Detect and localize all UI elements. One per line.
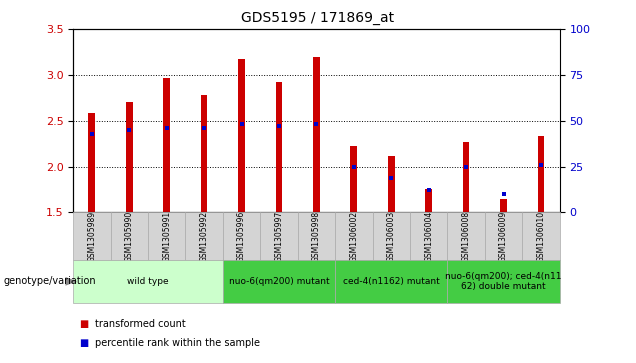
Text: GSM1305996: GSM1305996	[237, 210, 246, 262]
Bar	[238, 59, 245, 212]
Text: GSM1306009: GSM1306009	[499, 210, 508, 262]
Bar	[485, 212, 522, 260]
Bar	[201, 95, 207, 212]
Bar	[537, 136, 544, 212]
Text: GSM1306010: GSM1306010	[537, 211, 546, 261]
Text: GSM1306004: GSM1306004	[424, 210, 433, 262]
Bar	[73, 260, 223, 303]
Bar	[447, 212, 485, 260]
Text: nuo-6(qm200); ced-4(n11
62) double mutant: nuo-6(qm200); ced-4(n11 62) double mutan…	[445, 272, 562, 291]
Bar	[260, 212, 298, 260]
Bar	[335, 212, 373, 260]
Bar	[88, 113, 95, 212]
Point	[237, 122, 247, 127]
Bar	[447, 260, 560, 303]
Text: GSM1305990: GSM1305990	[125, 210, 134, 262]
Bar	[463, 142, 469, 212]
Bar	[388, 155, 394, 212]
Text: GSM1305991: GSM1305991	[162, 211, 171, 261]
Text: nuo-6(qm200) mutant: nuo-6(qm200) mutant	[229, 277, 329, 286]
Bar	[425, 189, 432, 212]
Bar	[410, 212, 447, 260]
Polygon shape	[66, 277, 77, 286]
Text: ■: ■	[80, 319, 89, 329]
Bar	[350, 146, 357, 212]
Text: wild type: wild type	[127, 277, 169, 286]
Bar	[313, 57, 320, 212]
Bar	[223, 212, 260, 260]
Text: ced-4(n1162) mutant: ced-4(n1162) mutant	[343, 277, 439, 286]
Point	[424, 187, 434, 193]
Point	[199, 125, 209, 131]
Point	[386, 175, 396, 180]
Text: GSM1305997: GSM1305997	[275, 210, 284, 262]
Point	[312, 122, 321, 127]
Bar	[373, 212, 410, 260]
Text: percentile rank within the sample: percentile rank within the sample	[95, 338, 260, 348]
Bar	[111, 212, 148, 260]
Bar	[186, 212, 223, 260]
Text: GSM1305989: GSM1305989	[87, 211, 96, 261]
Text: GSM1305998: GSM1305998	[312, 211, 321, 261]
Point	[162, 125, 172, 131]
Bar	[223, 260, 335, 303]
Text: GSM1306003: GSM1306003	[387, 210, 396, 262]
Bar	[298, 212, 335, 260]
Point	[124, 127, 134, 133]
Text: GSM1306008: GSM1306008	[462, 211, 471, 261]
Point	[461, 164, 471, 170]
Point	[86, 131, 97, 136]
Bar	[163, 78, 170, 212]
Point	[349, 164, 359, 170]
Bar	[335, 260, 447, 303]
Text: transformed count: transformed count	[95, 319, 186, 329]
Bar	[500, 199, 507, 212]
Bar	[148, 212, 186, 260]
Text: ■: ■	[80, 338, 89, 348]
Bar	[126, 102, 133, 212]
Point	[499, 191, 509, 197]
Text: GSM1305992: GSM1305992	[200, 211, 209, 261]
Text: genotype/variation: genotype/variation	[3, 276, 96, 286]
Text: GSM1306002: GSM1306002	[349, 211, 358, 261]
Point	[274, 123, 284, 129]
Bar	[275, 82, 282, 212]
Point	[536, 162, 546, 168]
Bar	[73, 212, 111, 260]
Text: GDS5195 / 171869_at: GDS5195 / 171869_at	[242, 11, 394, 25]
Bar	[522, 212, 560, 260]
